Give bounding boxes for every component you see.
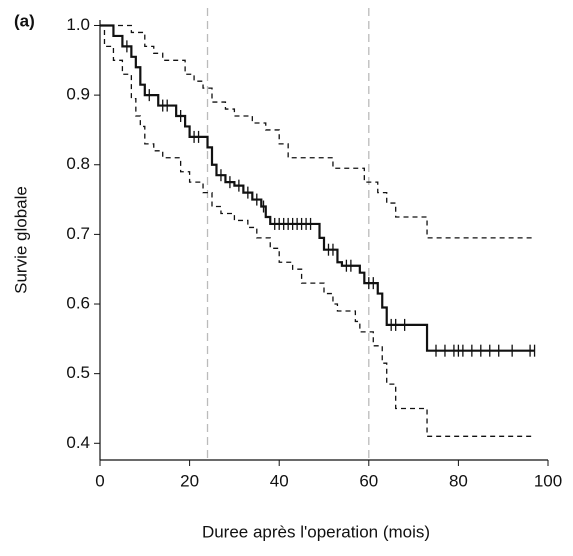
- y-tick-label: 0.6: [66, 294, 90, 313]
- x-axis-label: Duree après l'operation (mois): [202, 522, 430, 541]
- x-tick-label: 20: [180, 471, 199, 490]
- y-tick-label: 0.4: [66, 433, 90, 452]
- x-tick-label: 80: [449, 471, 468, 490]
- x-tick-label: 0: [95, 471, 104, 490]
- y-tick-label: 0.7: [66, 224, 90, 243]
- survival-curve: [100, 24, 535, 352]
- confidence-band: [100, 24, 535, 239]
- x-tick-label: 100: [534, 471, 562, 490]
- y-axis-label: Survie globale: [11, 186, 30, 294]
- y-tick-label: 0.5: [66, 363, 90, 382]
- y-tick-label: 0.9: [66, 85, 90, 104]
- x-tick-label: 40: [270, 471, 289, 490]
- x-tick-label: 60: [359, 471, 378, 490]
- confidence-band: [100, 24, 535, 437]
- panel-label: (a): [14, 11, 35, 30]
- y-tick-label: 1.0: [66, 15, 90, 34]
- y-tick-label: 0.8: [66, 154, 90, 173]
